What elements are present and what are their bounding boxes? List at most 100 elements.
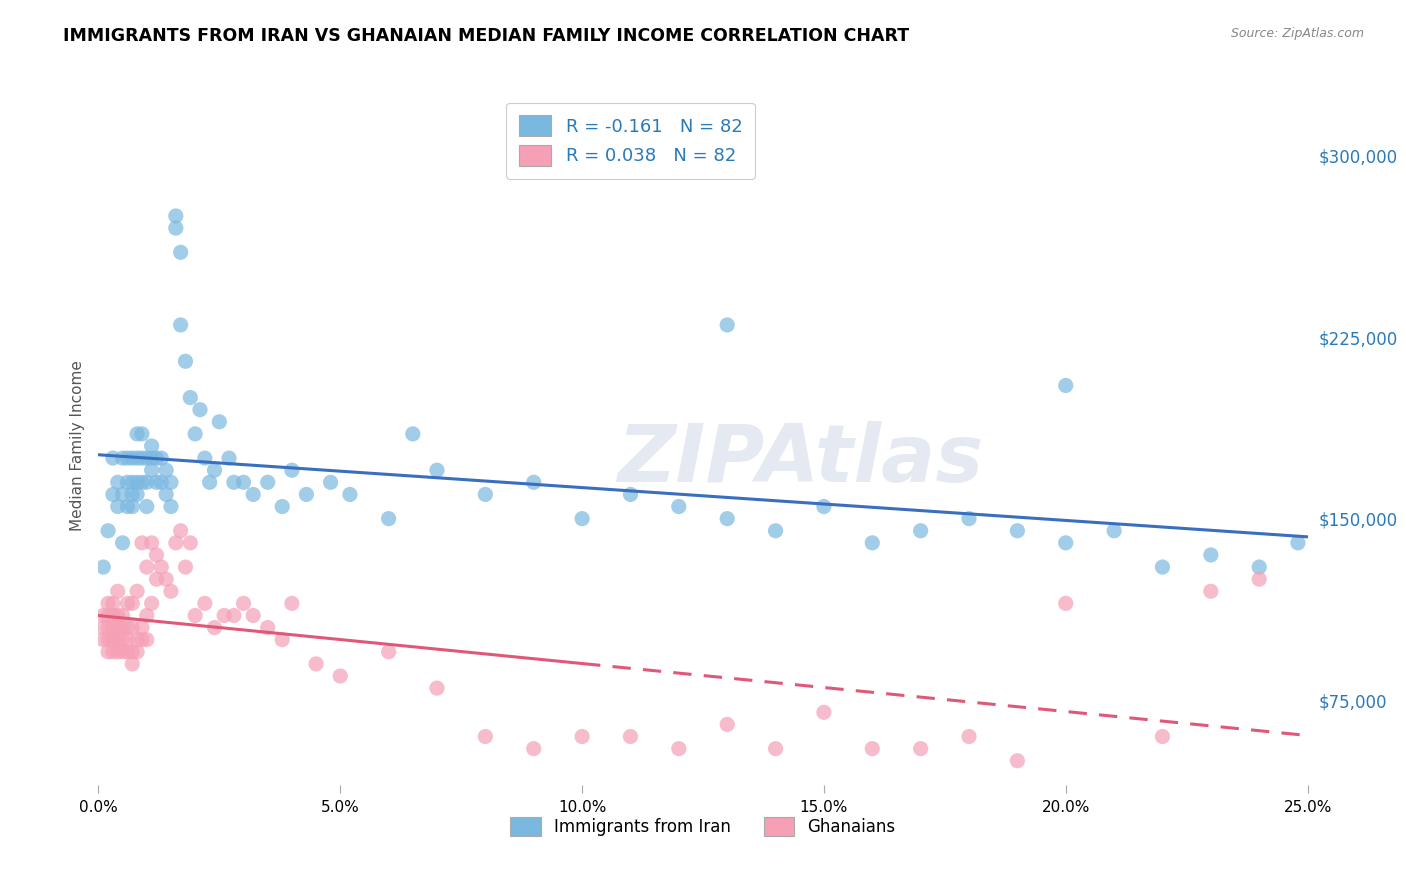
Point bbox=[135, 451, 157, 466]
Point bbox=[165, 536, 187, 550]
Point bbox=[319, 475, 342, 490]
Point bbox=[179, 536, 201, 550]
Point bbox=[957, 511, 980, 525]
Point bbox=[165, 209, 187, 223]
Point bbox=[141, 451, 163, 466]
Point bbox=[141, 439, 163, 453]
Point bbox=[127, 475, 149, 490]
Point bbox=[232, 596, 254, 610]
Point bbox=[377, 645, 399, 659]
Point bbox=[101, 608, 124, 623]
Point bbox=[1152, 560, 1174, 574]
Point bbox=[160, 475, 183, 490]
Point bbox=[222, 475, 245, 490]
Point bbox=[232, 475, 254, 490]
Point bbox=[150, 451, 173, 466]
Point bbox=[910, 524, 932, 538]
Point bbox=[135, 608, 157, 623]
Point bbox=[145, 548, 167, 562]
Point bbox=[198, 475, 221, 490]
Point bbox=[160, 500, 183, 514]
Point bbox=[1007, 754, 1029, 768]
Point bbox=[150, 560, 173, 574]
Point bbox=[117, 451, 139, 466]
Point bbox=[377, 511, 399, 525]
Point bbox=[145, 451, 167, 466]
Point bbox=[101, 632, 124, 647]
Text: IMMIGRANTS FROM IRAN VS GHANAIAN MEDIAN FAMILY INCOME CORRELATION CHART: IMMIGRANTS FROM IRAN VS GHANAIAN MEDIAN … bbox=[63, 27, 910, 45]
Point bbox=[135, 560, 157, 574]
Point bbox=[668, 500, 690, 514]
Point bbox=[127, 426, 149, 441]
Point bbox=[101, 621, 124, 635]
Point bbox=[111, 632, 134, 647]
Point bbox=[97, 645, 120, 659]
Point bbox=[155, 463, 177, 477]
Point bbox=[184, 426, 207, 441]
Point bbox=[256, 621, 278, 635]
Point bbox=[121, 500, 143, 514]
Point bbox=[212, 608, 235, 623]
Point bbox=[91, 560, 114, 574]
Point bbox=[111, 621, 134, 635]
Point bbox=[668, 741, 690, 756]
Text: ZIPAtlas: ZIPAtlas bbox=[617, 420, 983, 499]
Point bbox=[155, 572, 177, 586]
Point bbox=[619, 487, 641, 501]
Point bbox=[474, 487, 496, 501]
Point bbox=[204, 621, 226, 635]
Point bbox=[194, 596, 217, 610]
Point bbox=[169, 245, 191, 260]
Point bbox=[91, 632, 114, 647]
Point bbox=[107, 608, 129, 623]
Point bbox=[523, 475, 546, 490]
Point bbox=[117, 621, 139, 635]
Point bbox=[117, 632, 139, 647]
Point bbox=[1007, 524, 1029, 538]
Point bbox=[426, 681, 449, 695]
Point bbox=[107, 645, 129, 659]
Point bbox=[131, 451, 153, 466]
Point bbox=[141, 596, 163, 610]
Point bbox=[121, 621, 143, 635]
Point bbox=[204, 463, 226, 477]
Point bbox=[716, 511, 738, 525]
Text: Source: ZipAtlas.com: Source: ZipAtlas.com bbox=[1230, 27, 1364, 40]
Point bbox=[256, 475, 278, 490]
Point bbox=[127, 487, 149, 501]
Point bbox=[402, 426, 425, 441]
Point bbox=[271, 500, 294, 514]
Point bbox=[716, 318, 738, 332]
Point bbox=[131, 621, 153, 635]
Point bbox=[101, 608, 124, 623]
Point bbox=[169, 318, 191, 332]
Point bbox=[150, 475, 173, 490]
Point bbox=[155, 487, 177, 501]
Point bbox=[765, 524, 787, 538]
Point bbox=[135, 475, 157, 490]
Y-axis label: Median Family Income: Median Family Income bbox=[69, 360, 84, 532]
Point bbox=[218, 451, 240, 466]
Point bbox=[91, 608, 114, 623]
Point bbox=[101, 632, 124, 647]
Point bbox=[523, 741, 546, 756]
Point bbox=[1249, 560, 1271, 574]
Point bbox=[1054, 378, 1077, 392]
Point bbox=[117, 645, 139, 659]
Point bbox=[131, 475, 153, 490]
Point bbox=[174, 354, 197, 368]
Point bbox=[184, 608, 207, 623]
Point bbox=[111, 487, 134, 501]
Point bbox=[222, 608, 245, 623]
Point bbox=[97, 621, 120, 635]
Point bbox=[305, 657, 328, 671]
Point bbox=[121, 645, 143, 659]
Point bbox=[242, 487, 264, 501]
Point bbox=[91, 621, 114, 635]
Point bbox=[121, 596, 143, 610]
Point bbox=[1054, 596, 1077, 610]
Point bbox=[145, 475, 167, 490]
Point bbox=[860, 741, 883, 756]
Point bbox=[131, 632, 153, 647]
Point bbox=[474, 730, 496, 744]
